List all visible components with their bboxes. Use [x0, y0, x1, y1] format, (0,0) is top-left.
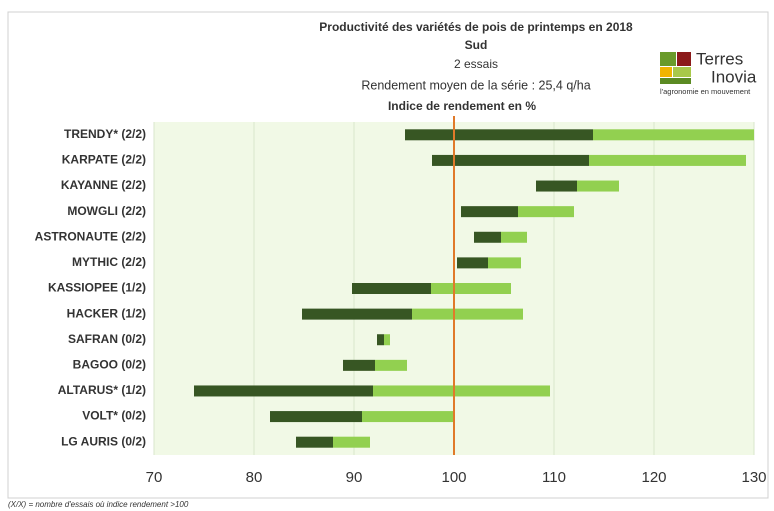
subtitle: 2 essais [454, 57, 498, 71]
x-tick-label: 130 [741, 469, 766, 486]
x-tick-label: 110 [542, 469, 566, 486]
bar-lower [405, 129, 593, 141]
bar-lower [461, 206, 518, 218]
subtitle: Sud [465, 38, 488, 52]
bar-upper [488, 257, 521, 269]
y-tick-label: MOWGLI (2/2) [67, 204, 146, 218]
bar-upper [384, 334, 390, 346]
bar-lower [457, 257, 488, 269]
y-tick-label: VOLT* (0/2) [82, 409, 146, 423]
bar-lower [343, 359, 375, 371]
logo-text: l'agronomie en mouvement [660, 87, 751, 96]
chart-title: Productivité des variétés de pois de pri… [319, 20, 633, 34]
subtitle: Rendement moyen de la série : 25,4 q/ha [361, 78, 590, 92]
bar-upper [593, 129, 754, 141]
y-tick-label: KASSIOPEE (1/2) [48, 281, 146, 295]
y-tick-label: KARPATE (2/2) [62, 153, 146, 167]
footnote: (X/X) = nombre d'essais où indice rendem… [8, 500, 189, 509]
logo: Terres Inovia l'agronomie en mouvement [660, 49, 757, 96]
logo-text: Inovia [711, 67, 757, 86]
bar-lower [302, 308, 412, 320]
axis-title: Indice de rendement en % [388, 99, 536, 113]
x-tick-label: 120 [641, 469, 666, 486]
x-tick-label: 80 [246, 469, 263, 486]
y-tick-label: HACKER (1/2) [67, 306, 146, 320]
y-tick-label: BAGOO (0/2) [73, 358, 146, 372]
bar-upper [518, 206, 574, 218]
y-tick-label: TRENDY* (2/2) [64, 127, 146, 141]
bar-upper [375, 359, 407, 371]
bar-upper [501, 231, 527, 243]
bar-lower [194, 385, 373, 397]
bar-lower [536, 180, 577, 192]
y-tick-label: ASTRONAUTE (2/2) [35, 229, 146, 243]
y-tick-label: MYTHIC (2/2) [72, 255, 146, 269]
x-tick-label: 90 [346, 469, 363, 486]
logo-text: Terres [696, 49, 743, 68]
logo-tile [673, 67, 691, 77]
bar-lower [352, 283, 431, 294]
bar-upper [577, 180, 619, 192]
x-tick-label: 70 [146, 469, 163, 486]
logo-tile [660, 67, 672, 77]
y-tick-label: SAFRAN (0/2) [68, 332, 146, 346]
logo-tile [660, 52, 676, 66]
bar-lower [377, 334, 384, 346]
logo-tile [677, 52, 691, 66]
bar-upper [412, 308, 523, 320]
y-tick-label: LG AURIS (0/2) [61, 434, 146, 448]
bar-upper [431, 283, 511, 294]
y-tick-label: ALTARUS* (1/2) [58, 383, 146, 397]
bar-upper [373, 385, 550, 397]
bar-upper [362, 411, 453, 423]
bar-upper [589, 154, 746, 166]
bar-lower [296, 436, 333, 448]
bar-lower [270, 411, 362, 423]
bar-lower [474, 231, 501, 243]
bar-upper [333, 436, 370, 448]
logo-tile [660, 78, 691, 84]
y-tick-label: KAYANNE (2/2) [61, 178, 146, 192]
x-tick-label: 100 [441, 469, 466, 486]
bar-lower [432, 154, 589, 166]
